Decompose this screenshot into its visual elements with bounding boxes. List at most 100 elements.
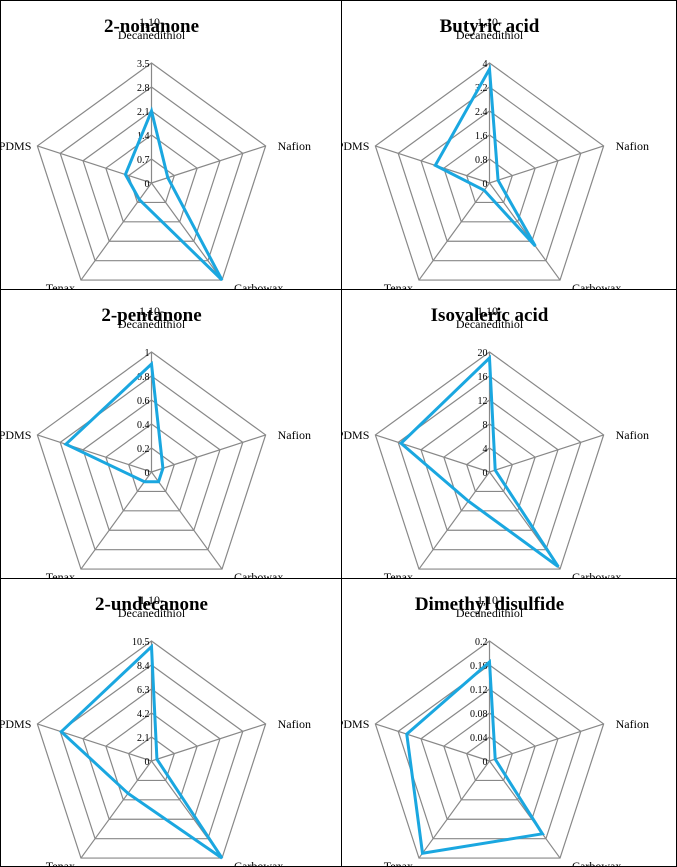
tick-label: 2.1: [137, 107, 150, 118]
grid-ring: [36, 351, 267, 570]
axis-label-pdms: PDMS: [342, 139, 369, 153]
axis-spoke: [489, 145, 604, 184]
grid-ring: [59, 86, 244, 262]
axis-spoke: [489, 723, 604, 762]
axis-spoke: [80, 182, 152, 281]
tick-label: 0: [483, 468, 488, 479]
axis-spoke: [418, 471, 490, 570]
grid-ring: [82, 110, 221, 242]
axis-label-nafion: Nafion: [616, 717, 649, 731]
grid-ring: [59, 375, 244, 551]
grid-ring: [397, 664, 582, 840]
grid-ring: [374, 351, 605, 570]
axis-label-pdms: PDMS: [1, 139, 31, 153]
grid-ring: [127, 447, 176, 493]
chart-cell-2-pentanone: 2-pentanone 0 0.2 0.4 0.6 0.8 1 1,10-Decanedith…: [1, 290, 342, 579]
tick-label: 10.5: [132, 637, 150, 648]
axis-label-tenax: Tenax: [384, 859, 413, 867]
tick-label: 0: [145, 179, 150, 190]
radar-chart: 2-nonanone 0 0.7 1.4 2.1 2.8 3.5 1,10-Decanedit…: [1, 15, 311, 290]
tick-label: 3.2: [475, 83, 488, 94]
radar-chart: Dimethyl disulfide 0 0.04 0.08 0.12 0.16 0.2 1,…: [342, 593, 649, 867]
axis-spoke: [375, 145, 490, 184]
tick-label: 1.4: [137, 131, 150, 142]
axis-spoke: [418, 182, 490, 281]
axis-label-nafion: Nafion: [616, 428, 649, 442]
tick-label: 0.12: [470, 685, 488, 696]
tick-label: 0.8: [137, 372, 150, 383]
grid-ring: [465, 158, 514, 204]
grid-ring: [420, 399, 559, 531]
series-line-2-pentanone: [63, 360, 165, 484]
axis-label-tenax: Tenax: [46, 281, 75, 290]
chart-cell-butyric-acid: Butyric acid 0 0.8 1.6 2.4 3.2 4 1,10-Decanedit…: [342, 1, 677, 290]
axis-label-carbowax: Carbowax: [572, 281, 621, 290]
series-line-butyric-acid: [433, 63, 537, 248]
grid-ring: [443, 134, 536, 223]
grid-ring: [374, 62, 605, 281]
grid-ring: [82, 688, 221, 820]
tick-label: 4.2: [137, 709, 150, 720]
axis-label-nafion: Nafion: [278, 139, 311, 153]
axis-label-nafion: Nafion: [278, 717, 311, 731]
axis-label-1-10-decanedithiol: 1,10-Decanedithiol: [456, 15, 524, 42]
grid-ring: [105, 712, 198, 801]
chart-cell-2-nonanone: 2-nonanone 0 0.7 1.4 2.1 2.8 3.5 1,10-Decanedit…: [1, 1, 342, 290]
tick-label: 12: [478, 396, 488, 407]
tick-label: 0: [483, 757, 488, 768]
chart-cell-2-undecanone: 2-undecanone 0 2.1 4.2 6.3 8.4 10.5 1,10-Decane…: [1, 579, 342, 867]
axis-label-carbowax: Carbowax: [234, 281, 283, 290]
axis-label-tenax: Tenax: [384, 281, 413, 290]
axis-label-nafion: Nafion: [278, 428, 311, 442]
grid-ring: [127, 736, 176, 782]
chart-title: Butyric acid: [440, 16, 540, 37]
axis-spoke: [37, 434, 152, 473]
axis-spoke: [489, 434, 604, 473]
chart-cell-isovaleric-acid: Isovaleric acid 0 4 8 12 16 20 1,10-Decanedithi…: [342, 290, 677, 579]
axis-spoke: [375, 723, 490, 762]
tick-label: 16: [478, 372, 488, 383]
chart-title: 2-undecanone: [95, 594, 208, 615]
axis-label-pdms: PDMS: [1, 717, 31, 731]
axis-spoke: [418, 760, 490, 859]
series-line-isovaleric-acid: [398, 354, 560, 568]
tick-label: 2.4: [475, 107, 488, 118]
series-line-2-undecanone: [59, 643, 224, 860]
tick-label: 0.16: [470, 661, 488, 672]
radar-chart: 2-pentanone 0 0.2 0.4 0.6 0.8 1 1,10-Decanedith…: [1, 304, 311, 579]
axis-label-carbowax: Carbowax: [572, 859, 621, 867]
grid-ring: [82, 399, 221, 531]
tick-label: 2.8: [137, 83, 150, 94]
tick-label: 0.8: [475, 155, 488, 166]
axis-label-pdms: PDMS: [1, 428, 31, 442]
tick-label: 0: [145, 757, 150, 768]
axis-spoke: [375, 434, 490, 473]
axis-label-carbowax: Carbowax: [234, 859, 283, 867]
grid-ring: [397, 86, 582, 262]
axis-label-1-10-decanedithiol: 1,10-Decanedithiol: [118, 304, 186, 331]
axis-label-1-10-decanedithiol: 1,10-Decanedithiol: [456, 304, 524, 331]
tick-label: 2.1: [137, 733, 150, 744]
axis-label-tenax: Tenax: [384, 570, 413, 579]
axis-spoke: [37, 723, 152, 762]
series-line-dimethyl-disulfide: [405, 658, 545, 855]
tick-label: 0.7: [137, 155, 150, 166]
radar-chart: 2-undecanone 0 2.1 4.2 6.3 8.4 10.5 1,10-Decane…: [1, 593, 311, 867]
axis-label-carbowax: Carbowax: [234, 570, 283, 579]
axis-spoke: [151, 723, 266, 762]
axis-label-pdms: PDMS: [342, 428, 369, 442]
grid-ring: [36, 62, 267, 281]
axis-spoke: [489, 760, 561, 859]
tick-label: 1: [145, 348, 150, 359]
grid-ring: [465, 447, 514, 493]
axis-spoke: [80, 471, 152, 570]
axis-label-pdms: PDMS: [342, 717, 369, 731]
tick-label: 20: [478, 348, 488, 359]
tick-label: 3.5: [137, 59, 150, 70]
grid-ring: [127, 158, 176, 204]
axis-spoke: [151, 182, 223, 281]
axis-label-tenax: Tenax: [46, 570, 75, 579]
axis-spoke: [151, 434, 266, 473]
tick-label: 4: [483, 59, 488, 70]
